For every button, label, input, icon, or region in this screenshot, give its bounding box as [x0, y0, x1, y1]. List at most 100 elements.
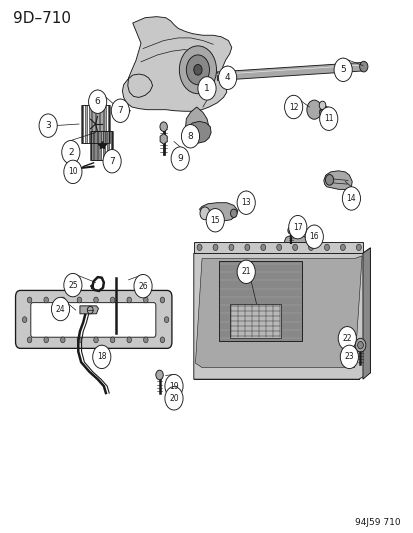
Text: 9D–710: 9D–710: [13, 11, 71, 26]
Polygon shape: [92, 105, 95, 143]
Circle shape: [357, 342, 363, 349]
Circle shape: [287, 227, 293, 234]
Polygon shape: [85, 105, 87, 143]
Text: 24: 24: [56, 304, 65, 313]
Circle shape: [276, 244, 281, 251]
Circle shape: [193, 64, 202, 75]
Circle shape: [62, 141, 80, 164]
Text: 13: 13: [241, 198, 250, 207]
Polygon shape: [193, 248, 370, 379]
Circle shape: [60, 297, 65, 303]
Circle shape: [304, 225, 323, 248]
Circle shape: [77, 337, 81, 343]
Polygon shape: [107, 105, 110, 143]
Text: 7: 7: [109, 157, 115, 166]
Polygon shape: [107, 131, 109, 160]
Circle shape: [119, 103, 125, 111]
Circle shape: [127, 337, 131, 343]
Text: 26: 26: [138, 281, 147, 290]
Circle shape: [103, 150, 121, 173]
Polygon shape: [122, 17, 231, 111]
Polygon shape: [160, 134, 167, 144]
Text: 12: 12: [288, 102, 298, 111]
Circle shape: [143, 297, 148, 303]
Circle shape: [284, 95, 302, 119]
Text: 8: 8: [187, 132, 193, 141]
Text: 6: 6: [95, 97, 100, 106]
Text: 21: 21: [241, 268, 250, 276]
Circle shape: [160, 297, 164, 303]
Circle shape: [342, 187, 360, 210]
Circle shape: [22, 317, 27, 322]
Circle shape: [93, 337, 98, 343]
Polygon shape: [81, 105, 83, 143]
Circle shape: [292, 244, 297, 251]
Circle shape: [164, 374, 183, 398]
Circle shape: [325, 174, 333, 185]
Polygon shape: [195, 256, 361, 368]
Circle shape: [65, 165, 72, 173]
Circle shape: [354, 338, 365, 352]
Text: 19: 19: [169, 382, 178, 391]
Circle shape: [181, 125, 199, 148]
Text: 15: 15: [210, 216, 220, 225]
Circle shape: [44, 297, 48, 303]
Circle shape: [88, 90, 107, 114]
Circle shape: [319, 106, 329, 119]
Polygon shape: [104, 105, 106, 143]
Circle shape: [164, 317, 169, 322]
Text: 25: 25: [68, 280, 78, 289]
Circle shape: [179, 46, 216, 94]
Circle shape: [359, 61, 367, 72]
Circle shape: [197, 77, 216, 100]
Polygon shape: [185, 122, 211, 143]
Text: 1: 1: [204, 84, 209, 93]
Bar: [91, 131, 112, 160]
Circle shape: [87, 306, 93, 314]
Circle shape: [339, 244, 344, 251]
Polygon shape: [111, 131, 113, 160]
Polygon shape: [219, 261, 301, 341]
Circle shape: [333, 58, 351, 82]
Polygon shape: [100, 105, 102, 143]
Polygon shape: [284, 235, 309, 249]
Circle shape: [260, 244, 265, 251]
Circle shape: [228, 244, 233, 251]
Circle shape: [171, 147, 189, 170]
Circle shape: [44, 337, 48, 343]
Circle shape: [319, 107, 337, 131]
Polygon shape: [102, 131, 105, 160]
Polygon shape: [96, 105, 99, 143]
Circle shape: [93, 297, 98, 303]
Circle shape: [339, 345, 358, 368]
Circle shape: [64, 273, 82, 297]
Polygon shape: [217, 62, 363, 80]
Text: 3: 3: [45, 121, 51, 130]
Circle shape: [206, 208, 224, 232]
Circle shape: [244, 244, 249, 251]
Polygon shape: [90, 131, 93, 160]
Circle shape: [127, 297, 131, 303]
Circle shape: [308, 244, 313, 251]
Text: 23: 23: [344, 352, 353, 361]
Circle shape: [60, 337, 65, 343]
Circle shape: [213, 244, 218, 251]
Bar: [193, 241, 362, 253]
Circle shape: [306, 100, 321, 119]
Circle shape: [237, 260, 255, 284]
Circle shape: [199, 207, 209, 220]
Circle shape: [111, 99, 129, 123]
Circle shape: [110, 297, 114, 303]
Circle shape: [324, 244, 329, 251]
Text: 7: 7: [117, 106, 123, 115]
Circle shape: [186, 55, 209, 85]
Circle shape: [51, 297, 69, 321]
Circle shape: [110, 337, 114, 343]
Polygon shape: [94, 131, 97, 160]
Text: 94J59 710: 94J59 710: [354, 518, 400, 527]
Circle shape: [134, 274, 152, 298]
Circle shape: [155, 370, 163, 379]
Text: 22: 22: [342, 334, 351, 343]
Circle shape: [356, 244, 361, 251]
Text: 5: 5: [339, 66, 345, 74]
